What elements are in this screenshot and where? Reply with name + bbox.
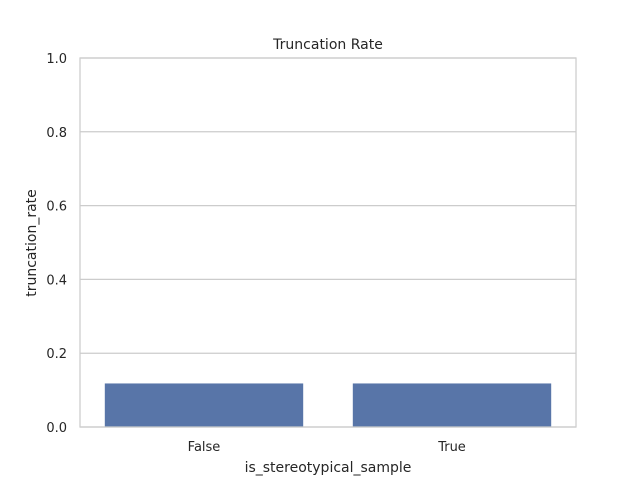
x-tick-label: False [188,440,221,455]
grid-lines [80,57,576,428]
x-tick-label: True [437,440,466,455]
y-tick-label: 0.4 [46,273,67,288]
bars [104,383,552,427]
y-tick-label: 0.0 [46,421,67,436]
bar-true [352,383,552,427]
x-axis-label: is_stereotypical_sample [245,460,412,476]
y-axis-label: truncation_rate [24,189,40,297]
y-tick-label: 0.6 [46,200,67,215]
chart-title: Truncation Rate [272,37,383,53]
x-ticks: False True [188,440,466,455]
y-tick-label: 1.0 [46,52,67,67]
y-tick-label: 0.8 [46,126,67,141]
bar-false [104,383,304,427]
y-tick-label: 0.2 [46,347,67,362]
plot-frame [79,57,577,428]
y-ticks: 0.0 0.2 0.4 0.6 0.8 1.0 [46,52,67,436]
